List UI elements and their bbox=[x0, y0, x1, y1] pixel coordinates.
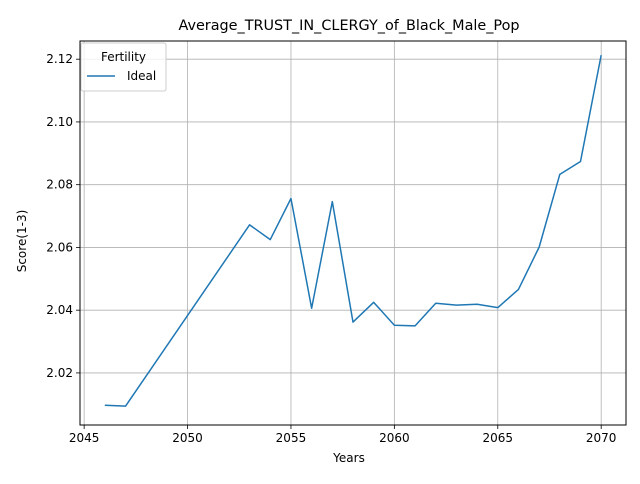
x-tick-label: 2060 bbox=[379, 431, 410, 445]
legend: Fertility Ideal bbox=[80, 42, 167, 92]
y-axis: 2.02 2.04 2.06 2.08 2.10 2.12 bbox=[46, 52, 80, 380]
x-tick-label: 2065 bbox=[482, 431, 513, 445]
grid-lines bbox=[80, 41, 626, 425]
y-tick-label: 2.06 bbox=[46, 240, 73, 254]
series-line-ideal bbox=[104, 54, 602, 407]
legend-box bbox=[80, 42, 167, 92]
legend-title: Fertility bbox=[101, 50, 146, 64]
chart-title: Average_TRUST_IN_CLERGY_of_Black_Male_Po… bbox=[178, 18, 519, 34]
series-layer bbox=[104, 54, 602, 407]
x-tick-label: 2055 bbox=[276, 431, 307, 445]
x-axis-label: Years bbox=[332, 451, 365, 465]
y-tick-label: 2.12 bbox=[46, 52, 73, 66]
legend-label-ideal: Ideal bbox=[127, 69, 156, 83]
y-axis-label: Score(1-3) bbox=[15, 210, 29, 273]
x-tick-label: 2045 bbox=[69, 431, 100, 445]
y-tick-label: 2.10 bbox=[46, 115, 73, 129]
y-tick-label: 2.08 bbox=[46, 178, 73, 192]
x-tick-label: 2070 bbox=[586, 431, 617, 445]
plot-frame bbox=[79, 40, 627, 426]
y-tick-label: 2.02 bbox=[46, 366, 73, 380]
y-tick-label: 2.04 bbox=[46, 303, 73, 317]
x-tick-label: 2050 bbox=[172, 431, 203, 445]
x-axis: 2045 2050 2055 2060 2065 2070 bbox=[69, 425, 617, 445]
